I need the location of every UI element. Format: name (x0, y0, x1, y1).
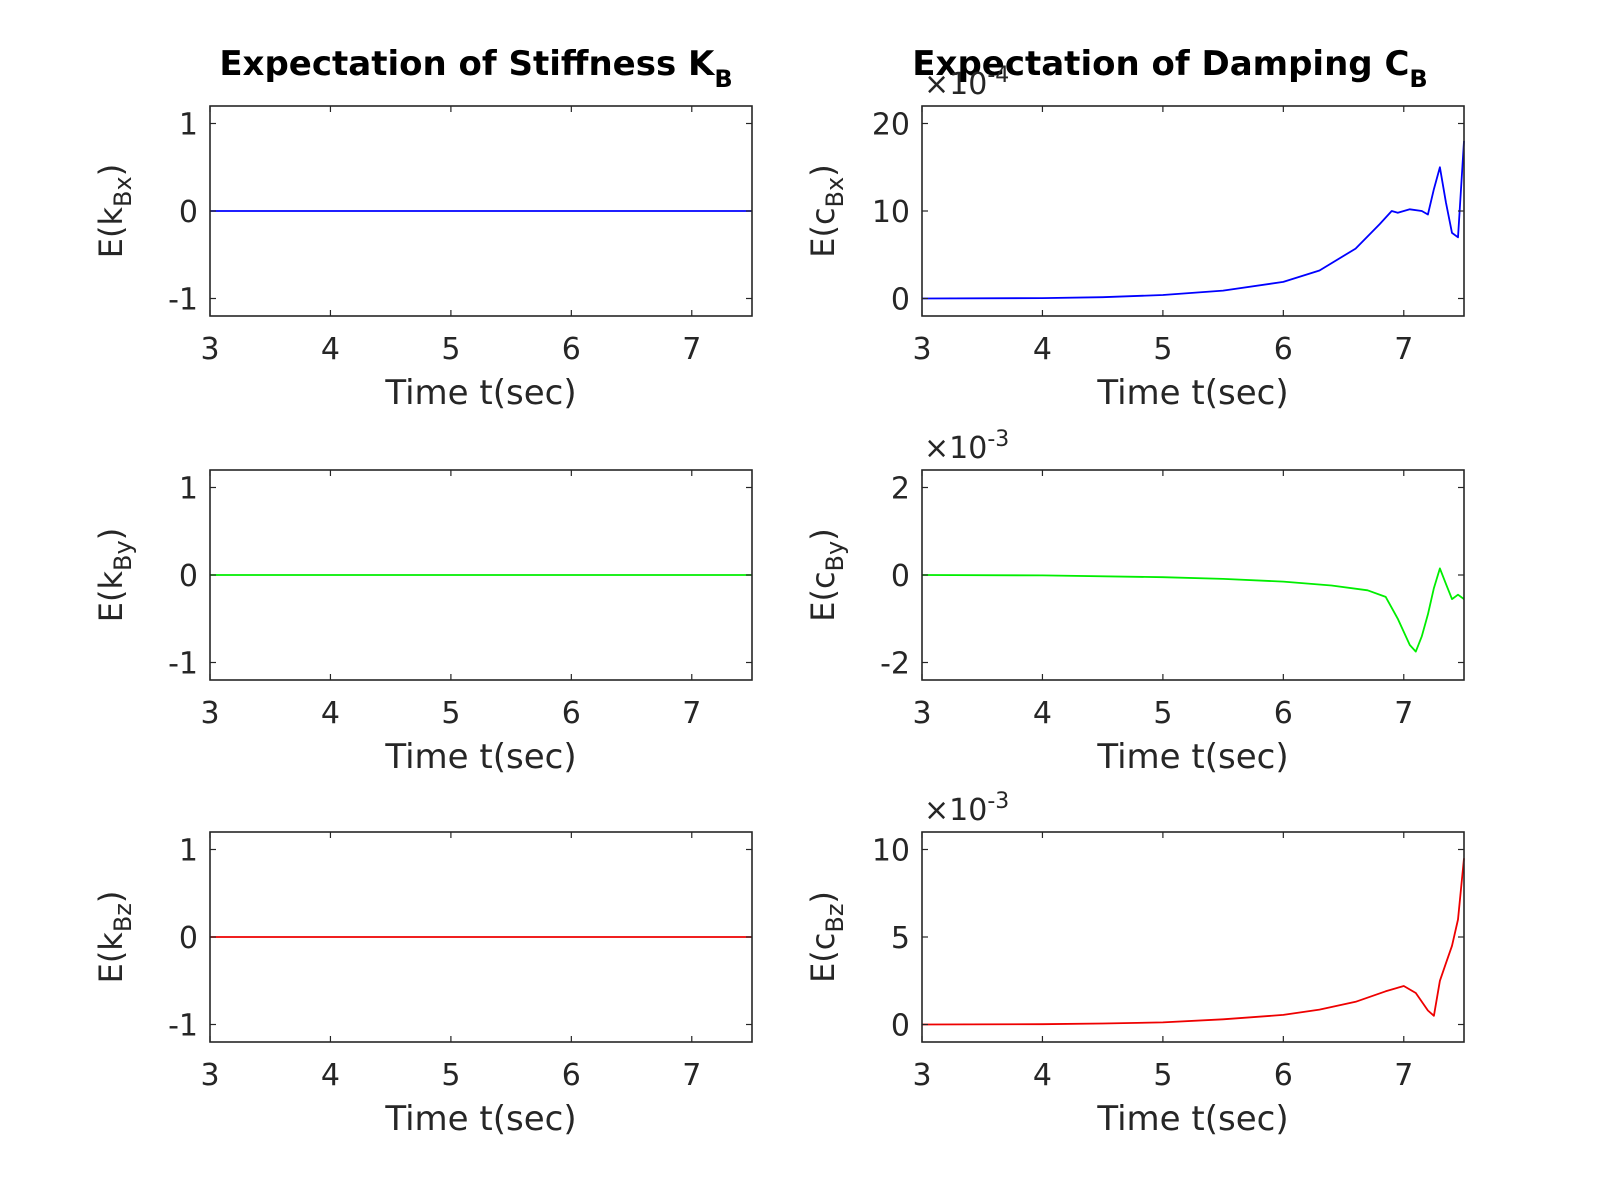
y-tick-label: 5 (891, 921, 910, 956)
x-tick-label: 4 (1033, 1058, 1052, 1093)
axis-exponent-label: ×10-4 (924, 63, 1009, 102)
x-tick-label: 4 (321, 332, 340, 367)
x-tick-label: 5 (441, 332, 460, 367)
x-tick-label: 5 (441, 1058, 460, 1093)
y-tick-label: 0 (179, 559, 198, 594)
subplot-kBz: 3 4 5 6 7 -1 0 1 Time t(sec) E(kBz) (92, 831, 753, 1139)
x-axis-label: Time t(sec) (384, 1099, 576, 1139)
x-tick-label: 5 (1153, 1058, 1172, 1093)
x-tick-label: 7 (1394, 696, 1413, 731)
y-tick-label: 20 (872, 108, 910, 143)
y-tick-label: 10 (872, 834, 910, 869)
x-tick-label: 4 (321, 696, 340, 731)
axes-frame (921, 105, 1465, 317)
y-axis-label: E(cBx) (804, 164, 849, 257)
y-tick-label: 0 (179, 921, 198, 956)
x-tick-label: 4 (1033, 332, 1052, 367)
x-tick-label: 5 (1153, 696, 1172, 731)
x-axis-label: Time t(sec) (1096, 373, 1288, 413)
x-tick-label: 6 (562, 332, 581, 367)
x-tick-label: 3 (200, 1058, 219, 1093)
axis-exponent-label: ×10-3 (924, 789, 1009, 828)
column-title-damping: Expectation of Damping CB (912, 44, 1427, 93)
x-tick-label: 3 (912, 696, 931, 731)
subplot-kBy: 3 4 5 6 7 -1 0 1 Time t(sec) E(kBy) (92, 469, 753, 777)
y-axis-label: E(kBy) (92, 528, 137, 622)
x-axis-label: Time t(sec) (384, 737, 576, 777)
axes-frame (921, 831, 1465, 1043)
series-line-cBz (921, 858, 1465, 1026)
x-tick-label: 6 (1274, 332, 1293, 367)
x-axis-label: Time t(sec) (1096, 1099, 1288, 1139)
y-tick-label: 1 (179, 108, 198, 143)
x-tick-label: 3 (912, 332, 931, 367)
y-tick-label: 1 (179, 472, 198, 507)
y-tick-label: -2 (880, 647, 910, 682)
y-tick-label: 0 (891, 1009, 910, 1044)
y-axis-label: E(cBz) (804, 891, 849, 983)
y-tick-label: 10 (872, 195, 910, 230)
x-tick-label: 7 (1394, 332, 1413, 367)
x-tick-label: 7 (682, 332, 701, 367)
x-tick-label: 7 (682, 1058, 701, 1093)
subplot-cBy: 3 4 5 6 7 -2 0 2 Time t(sec) E(cBy) ×10-3 (804, 427, 1465, 777)
subplot-cBz: 3 4 5 6 7 0 5 10 Time t(sec) E(cBz) ×10-3 (804, 789, 1465, 1139)
y-tick-label: 1 (179, 834, 198, 869)
series-line-cBx (921, 140, 1465, 300)
x-tick-label: 4 (321, 1058, 340, 1093)
x-tick-label: 6 (1274, 696, 1293, 731)
x-tick-label: 5 (441, 696, 460, 731)
x-tick-label: 3 (200, 332, 219, 367)
y-tick-label: 0 (179, 195, 198, 230)
y-axis-label: E(kBz) (92, 891, 137, 984)
y-tick-label: 0 (891, 559, 910, 594)
x-tick-label: 6 (1274, 1058, 1293, 1093)
x-tick-label: 3 (200, 696, 219, 731)
x-tick-label: 6 (562, 1058, 581, 1093)
axis-exponent-label: ×10-3 (924, 427, 1009, 466)
x-tick-label: 5 (1153, 332, 1172, 367)
y-tick-label: -1 (168, 283, 198, 318)
y-axis-label: E(kBx) (92, 164, 137, 258)
y-tick-label: -1 (168, 1009, 198, 1044)
x-axis-label: Time t(sec) (1096, 737, 1288, 777)
subplot-kBx: 3 4 5 6 7 -1 0 1 Time t(sec) E(kBx) (92, 105, 753, 413)
y-tick-label: 0 (891, 283, 910, 318)
y-tick-label: -1 (168, 647, 198, 682)
x-tick-label: 3 (912, 1058, 931, 1093)
x-tick-label: 7 (1394, 1058, 1413, 1093)
series-line-cBy (921, 567, 1465, 653)
column-title-stiffness: Expectation of Stiffness KB (219, 44, 732, 93)
x-axis-label: Time t(sec) (384, 373, 576, 413)
y-tick-label: 2 (891, 472, 910, 507)
x-tick-label: 4 (1033, 696, 1052, 731)
x-tick-label: 6 (562, 696, 581, 731)
y-axis-label: E(cBy) (804, 528, 849, 621)
x-tick-label: 7 (682, 696, 701, 731)
subplot-cBx: 3 4 5 6 7 0 10 20 Time t(sec) E(cBx) ×10-4 (804, 63, 1465, 413)
